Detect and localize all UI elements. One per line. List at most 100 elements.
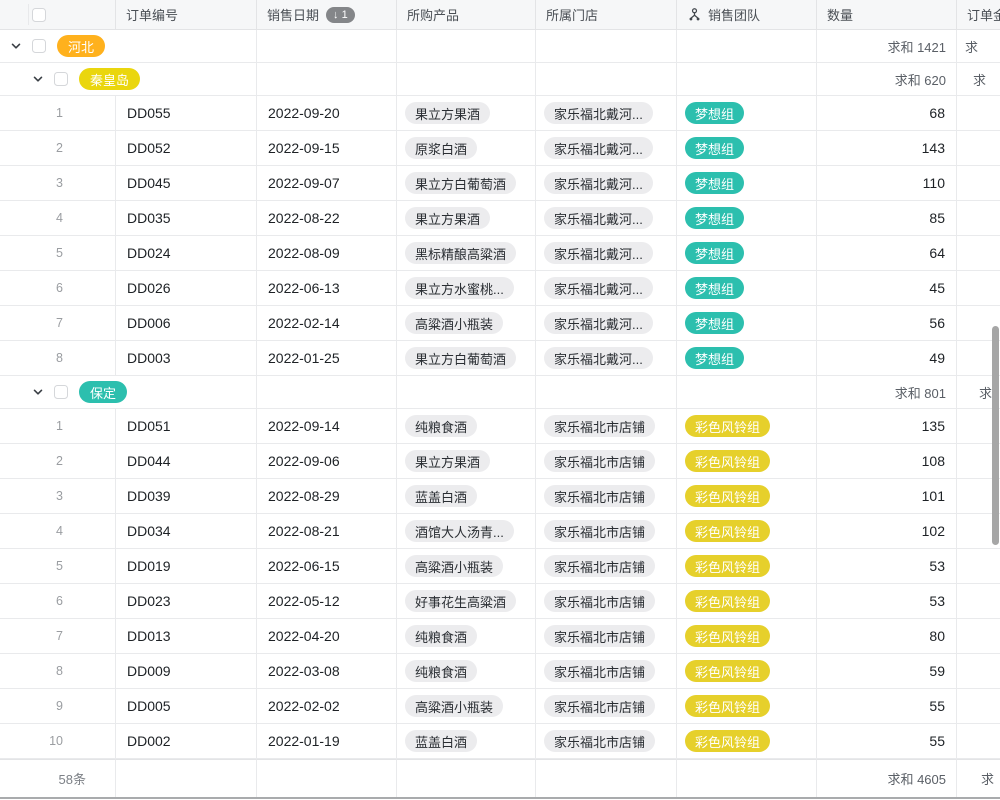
record-count: 58条 [0,759,116,797]
row-index: 6 [0,271,116,306]
row-index: 4 [0,201,116,236]
vertical-scrollbar-thumb[interactable] [992,326,999,545]
date-cell: 2022-01-19 [257,724,397,759]
row-index: 4 [0,514,116,549]
order-id-cell: DD055 [116,96,257,131]
qty-cell: 135 [817,409,957,444]
table-row[interactable]: 7 DD006 2022-02-14 高粱酒小瓶装 家乐福北戴河... 梦想组 … [0,306,1000,341]
row-index: 1 [0,96,116,131]
date-cell: 2022-09-06 [257,444,397,479]
group-row-baoding[interactable]: 保定 求和 801 求 [0,376,1000,409]
store-tag: 家乐福北市店铺 [544,660,656,682]
qty-cell: 45 [817,271,957,306]
chevron-down-icon[interactable] [32,386,44,398]
empty-cell [677,63,817,96]
product-cell: 纯粮食酒 [397,409,536,444]
group-checkbox[interactable] [54,385,68,399]
product-tag: 果立方果酒 [405,450,491,472]
column-header-qty[interactable]: 数量 [817,0,957,30]
table-row[interactable]: 6 DD023 2022-05-12 好事花生高粱酒 家乐福北市店铺 彩色风铃组… [0,584,1000,619]
store-tag: 家乐福北市店铺 [544,555,656,577]
table-row[interactable]: 7 DD013 2022-04-20 纯粮食酒 家乐福北市店铺 彩色风铃组 80 [0,619,1000,654]
group-row-qinhuangdao[interactable]: 秦皇岛 求和 620 求 [0,63,1000,96]
table-row[interactable]: 5 DD019 2022-06-15 高粱酒小瓶装 家乐福北市店铺 彩色风铃组 … [0,549,1000,584]
team-cell: 梦想组 [677,341,817,376]
store-cell: 家乐福北戴河... [536,131,677,166]
table-row[interactable]: 10 DD002 2022-01-19 蓝盖白酒 家乐福北市店铺 彩色风铃组 5… [0,724,1000,759]
group-qty-sum: 求和 801 [817,376,957,409]
store-tag: 家乐福北市店铺 [544,590,656,612]
group-cell: 保定 [0,376,257,409]
product-tag: 果立方水蜜桃... [405,277,514,299]
chevron-down-icon[interactable] [10,40,22,52]
qty-cell: 53 [817,584,957,619]
order-id-cell: DD052 [116,131,257,166]
group-row-hebei[interactable]: 河北 求和 1421 求 [0,30,1000,63]
rows-baoding: 1 DD051 2022-09-14 纯粮食酒 家乐福北市店铺 彩色风铃组 13… [0,409,1000,759]
empty-cell [397,376,536,409]
date-cell: 2022-09-14 [257,409,397,444]
table-row[interactable]: 1 DD051 2022-09-14 纯粮食酒 家乐福北市店铺 彩色风铃组 13… [0,409,1000,444]
order-id-cell: DD003 [116,341,257,376]
group-checkbox[interactable] [54,72,68,86]
column-header-amount[interactable]: 订单金额 [957,0,1000,30]
column-header-store[interactable]: 所属门店 [536,0,677,30]
column-header-team[interactable]: 销售团队 [677,0,817,30]
product-cell: 高粱酒小瓶装 [397,549,536,584]
table-row[interactable]: 4 DD035 2022-08-22 果立方果酒 家乐福北戴河... 梦想组 8… [0,201,1000,236]
qty-cell: 49 [817,341,957,376]
amount-cell [957,549,1000,584]
product-tag: 高粱酒小瓶装 [405,312,504,334]
product-cell: 果立方水蜜桃... [397,271,536,306]
team-pill: 梦想组 [685,347,745,369]
footer-amount-sum: 求 [957,759,1000,797]
store-tag: 家乐福北戴河... [544,137,653,159]
table-row[interactable]: 4 DD034 2022-08-21 酒馆大人汤青... 家乐福北市店铺 彩色风… [0,514,1000,549]
table-row[interactable]: 3 DD039 2022-08-29 蓝盖白酒 家乐福北市店铺 彩色风铃组 10… [0,479,1000,514]
table-row[interactable]: 6 DD026 2022-06-13 果立方水蜜桃... 家乐福北戴河... 梦… [0,271,1000,306]
table-row[interactable]: 9 DD005 2022-02-02 高粱酒小瓶装 家乐福北市店铺 彩色风铃组 … [0,689,1000,724]
chevron-down-icon[interactable] [32,73,44,85]
empty-cell [536,759,677,797]
column-header-product[interactable]: 所购产品 [397,0,536,30]
order-id-cell: DD044 [116,444,257,479]
column-header-order-id[interactable]: 订单编号 [116,0,257,30]
group-cell: 河北 [0,30,257,63]
store-cell: 家乐福北戴河... [536,201,677,236]
team-cell: 彩色风铃组 [677,479,817,514]
store-tag: 家乐福北市店铺 [544,450,656,472]
store-tag: 家乐福北市店铺 [544,695,656,717]
table-row[interactable]: 2 DD052 2022-09-15 原浆白酒 家乐福北戴河... 梦想组 14… [0,131,1000,166]
store-cell: 家乐福北戴河... [536,306,677,341]
select-all-checkbox[interactable] [32,7,46,22]
store-tag: 家乐福北市店铺 [544,730,656,752]
order-id-cell: DD024 [116,236,257,271]
rows-qinhuangdao: 1 DD055 2022-09-20 果立方果酒 家乐福北戴河... 梦想组 6… [0,96,1000,376]
table-row[interactable]: 2 DD044 2022-09-06 果立方果酒 家乐福北市店铺 彩色风铃组 1… [0,444,1000,479]
table-row[interactable]: 8 DD009 2022-03-08 纯粮食酒 家乐福北市店铺 彩色风铃组 59 [0,654,1000,689]
team-pill: 彩色风铃组 [685,590,771,612]
product-cell: 蓝盖白酒 [397,724,536,759]
amount-cell [957,236,1000,271]
qty-cell: 110 [817,166,957,201]
store-cell: 家乐福北市店铺 [536,479,677,514]
date-cell: 2022-06-15 [257,549,397,584]
store-cell: 家乐福北市店铺 [536,654,677,689]
table-row[interactable]: 8 DD003 2022-01-25 果立方白葡萄酒 家乐福北戴河... 梦想组… [0,341,1000,376]
qty-cell: 102 [817,514,957,549]
table-row[interactable]: 5 DD024 2022-08-09 黑标精酿高粱酒 家乐福北戴河... 梦想组… [0,236,1000,271]
product-tag: 高粱酒小瓶装 [405,555,504,577]
empty-cell [536,63,677,96]
table-row[interactable]: 3 DD045 2022-09-07 果立方白葡萄酒 家乐福北戴河... 梦想组… [0,166,1000,201]
group-badge: 保定 [79,381,128,403]
order-id-cell: DD019 [116,549,257,584]
group-checkbox[interactable] [32,39,46,53]
product-cell: 果立方果酒 [397,96,536,131]
column-label: 所购产品 [407,8,460,23]
amount-cell [957,341,1000,376]
table-row[interactable]: 1 DD055 2022-09-20 果立方果酒 家乐福北戴河... 梦想组 6… [0,96,1000,131]
column-header-date[interactable]: 销售日期 ↓ 1 [257,0,397,30]
empty-cell [257,376,397,409]
sort-badge[interactable]: ↓ 1 [326,6,355,23]
